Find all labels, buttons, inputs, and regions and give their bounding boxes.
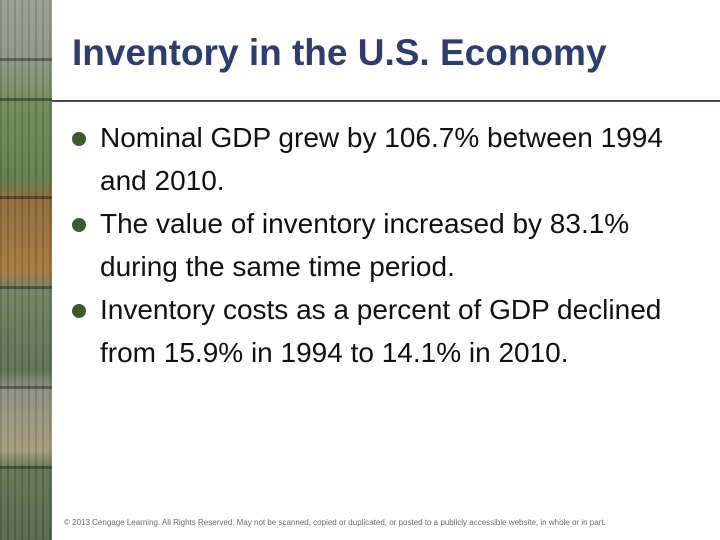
bullet-text: Nominal GDP grew by 106.7% between 1994 …	[100, 122, 663, 196]
bullet-dot-icon	[72, 304, 86, 318]
slide: Inventory in the U.S. Economy Nominal GD…	[52, 0, 720, 540]
slide-title: Inventory in the U.S. Economy	[72, 32, 607, 73]
bullet-text: The value of inventory increased by 83.1…	[100, 208, 630, 282]
title-divider	[52, 100, 720, 102]
decorative-container-image	[0, 0, 52, 540]
bullet-item: The value of inventory increased by 83.1…	[72, 202, 712, 288]
bullet-list: Nominal GDP grew by 106.7% between 1994 …	[72, 116, 712, 374]
bullet-item: Inventory costs as a percent of GDP decl…	[72, 288, 712, 374]
bullet-dot-icon	[72, 132, 86, 146]
bullet-text: Inventory costs as a percent of GDP decl…	[100, 294, 662, 368]
bullet-dot-icon	[72, 218, 86, 232]
bullet-item: Nominal GDP grew by 106.7% between 1994 …	[72, 116, 712, 202]
copyright-footer: © 2013 Cengage Learning. All Rights Rese…	[64, 518, 606, 527]
